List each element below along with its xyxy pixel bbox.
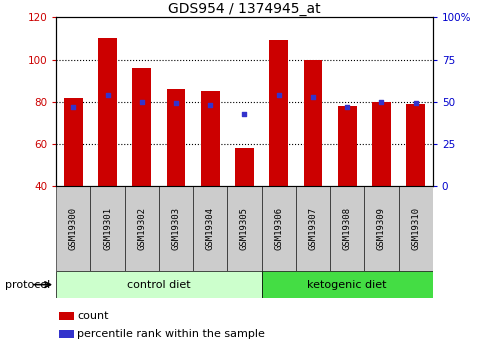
Bar (90, 186, 124, 271)
Bar (406, 104, 424, 186)
Bar (124, 186, 159, 271)
Point (308, 94, 316, 99)
Text: control diet: control diet (127, 280, 190, 289)
Bar (227, 186, 261, 271)
Bar (261, 186, 295, 271)
Text: ketogenic diet: ketogenic diet (307, 280, 386, 289)
Text: GSM19306: GSM19306 (274, 207, 283, 250)
Point (343, 104, 350, 110)
Bar (337, 106, 356, 186)
Bar (166, 89, 185, 186)
Bar (159, 186, 193, 271)
Bar (56, 186, 90, 271)
Text: GSM19304: GSM19304 (205, 207, 214, 250)
Bar (56, 271, 261, 298)
Text: GSM19305: GSM19305 (240, 207, 248, 250)
Bar (60, 330, 74, 338)
Bar (64, 98, 82, 186)
Bar (193, 186, 227, 271)
Bar (261, 271, 432, 298)
Text: GSM19300: GSM19300 (69, 207, 78, 250)
Bar (269, 40, 287, 186)
Point (103, 92, 111, 98)
Bar (398, 186, 432, 271)
Point (240, 111, 248, 116)
Bar (60, 312, 74, 320)
Point (274, 92, 282, 98)
Point (138, 99, 145, 105)
Bar (303, 59, 322, 186)
Text: GSM19302: GSM19302 (137, 207, 146, 250)
Text: percentile rank within the sample: percentile rank within the sample (77, 329, 264, 339)
Bar (98, 38, 117, 186)
Bar (132, 68, 151, 186)
Bar (295, 186, 329, 271)
Point (206, 102, 214, 108)
Point (69, 104, 77, 110)
Text: protocol: protocol (5, 280, 50, 289)
Bar (371, 102, 390, 186)
Text: GSM19310: GSM19310 (410, 207, 419, 250)
Title: GDS954 / 1374945_at: GDS954 / 1374945_at (168, 2, 320, 16)
Bar (329, 186, 364, 271)
Bar (364, 186, 398, 271)
Point (411, 101, 419, 106)
Text: count: count (77, 311, 108, 321)
Text: GSM19308: GSM19308 (342, 207, 351, 250)
Text: GSM19303: GSM19303 (171, 207, 180, 250)
Bar (201, 91, 219, 186)
Text: GSM19307: GSM19307 (308, 207, 317, 250)
Text: GSM19301: GSM19301 (103, 207, 112, 250)
Text: GSM19309: GSM19309 (376, 207, 385, 250)
Point (172, 101, 180, 106)
Point (377, 99, 385, 105)
Bar (235, 148, 253, 186)
